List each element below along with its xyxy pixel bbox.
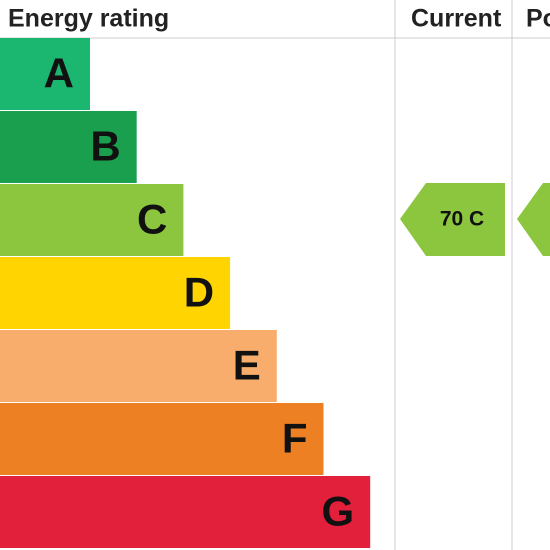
band-letter: E [233,342,261,389]
band-letter: F [282,415,308,462]
potential-header: Potential [526,5,550,33]
band [0,476,371,548]
band-letter: C [137,196,167,243]
band-letter: D [184,269,214,316]
band [0,38,90,110]
current-arrow [400,183,505,256]
band-letter: A [44,50,74,97]
current-label: 70 C [440,208,484,231]
band [0,184,184,256]
current-header: Current [411,5,502,33]
band-letter: B [90,123,120,170]
band-letter: G [322,488,355,535]
band [0,330,277,402]
band [0,111,137,183]
title: Energy rating [8,5,169,33]
band [0,403,324,475]
band [0,257,231,329]
potential-arrow [517,183,550,256]
